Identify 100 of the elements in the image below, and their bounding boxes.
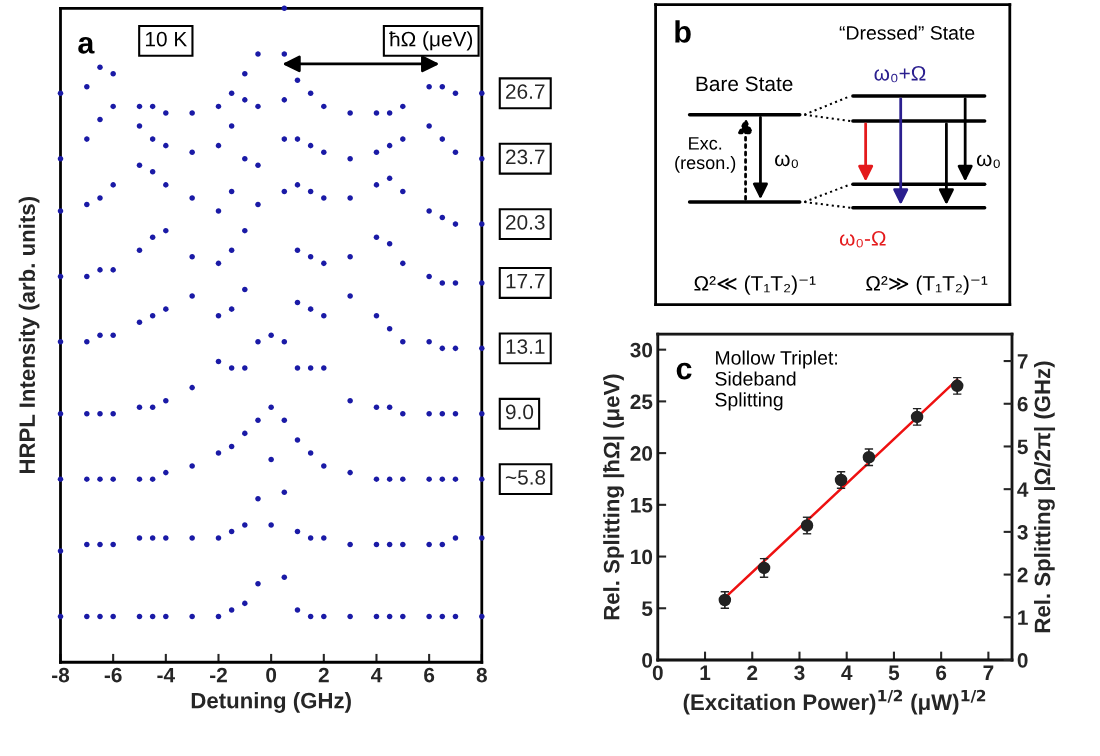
point	[189, 463, 195, 469]
point	[163, 142, 169, 149]
point	[426, 339, 432, 345]
point	[189, 110, 195, 116]
point	[97, 541, 103, 548]
point	[268, 404, 274, 410]
point	[452, 280, 459, 286]
y2-tick-label: 3	[1017, 524, 1028, 540]
y2-tick-label: 7	[1017, 354, 1028, 369]
point	[439, 84, 446, 90]
text: Ω²≫ (T₁T₂)⁻¹	[866, 275, 988, 295]
point	[479, 280, 485, 286]
point	[255, 162, 261, 169]
point	[452, 410, 459, 417]
annotation: ħΩ (μeV)	[389, 31, 473, 51]
point	[268, 456, 274, 463]
point	[97, 116, 103, 123]
point	[294, 182, 301, 188]
point	[439, 136, 446, 142]
point	[321, 535, 327, 541]
point	[255, 495, 261, 502]
point	[426, 410, 432, 417]
point	[373, 476, 380, 482]
point	[97, 476, 103, 482]
text: ω₀	[976, 154, 1000, 168]
point	[228, 443, 235, 450]
point	[281, 136, 288, 142]
point	[400, 136, 406, 142]
point	[321, 365, 327, 371]
point	[110, 332, 116, 339]
point	[189, 293, 195, 299]
point	[400, 613, 406, 620]
x-tick-label: 1	[700, 665, 711, 680]
point	[347, 469, 353, 476]
point	[228, 365, 235, 371]
point	[386, 541, 393, 548]
x-tick-label: 2	[318, 667, 329, 683]
point	[307, 254, 314, 260]
point	[84, 136, 90, 142]
point	[452, 221, 459, 227]
point	[97, 195, 103, 201]
series-label: 17.7	[506, 274, 545, 289]
point	[400, 541, 406, 548]
point	[215, 208, 222, 214]
point	[426, 613, 432, 620]
point	[373, 149, 380, 155]
point	[268, 332, 274, 339]
point	[386, 325, 393, 332]
text: Exc. (reson.)	[675, 137, 736, 173]
point	[57, 273, 64, 280]
point	[255, 417, 261, 424]
point	[149, 103, 156, 110]
text: b	[675, 20, 691, 43]
x-axis-title: Detuning (GHz)	[191, 692, 351, 713]
point	[110, 410, 116, 417]
point	[281, 51, 288, 57]
point	[307, 535, 314, 541]
point	[294, 77, 301, 84]
point	[294, 365, 301, 371]
point	[136, 319, 143, 325]
point	[426, 84, 432, 90]
point	[294, 607, 301, 613]
y2-axis-title: Rel. Splitting |Ω/2π| (GHz)	[1034, 361, 1056, 633]
text: ω₀+Ω	[874, 65, 926, 83]
point	[97, 64, 103, 70]
series-label: 23.7	[506, 149, 545, 165]
x-tick-label: 2	[747, 665, 758, 680]
point	[400, 339, 406, 345]
series-label: 20.3	[506, 214, 545, 230]
point	[136, 535, 143, 541]
point	[84, 84, 90, 90]
point	[373, 404, 380, 410]
y-tick-label: 25	[630, 394, 653, 410]
point	[57, 410, 64, 417]
point	[84, 541, 90, 548]
point	[136, 247, 143, 254]
y2-tick-label: 4	[1017, 482, 1029, 497]
point	[215, 142, 222, 149]
point	[439, 280, 446, 286]
point	[215, 535, 222, 541]
y-axis-title: Rel. Splitting |ħΩ| (μeV)	[603, 374, 625, 620]
point	[110, 103, 116, 110]
point	[426, 541, 432, 548]
point	[400, 410, 406, 417]
point	[347, 195, 353, 201]
point	[149, 169, 156, 175]
point	[439, 345, 446, 352]
y2-tick-label: 5	[1017, 439, 1028, 455]
point	[307, 306, 314, 312]
point	[307, 188, 314, 195]
point	[400, 103, 406, 110]
x-tick-label: -8	[52, 667, 70, 683]
point	[242, 70, 248, 77]
point	[281, 97, 288, 103]
text: Bare State	[696, 76, 793, 92]
text: ω₀-Ω	[839, 230, 886, 248]
annotation: c	[676, 362, 692, 380]
point	[400, 260, 406, 267]
point	[189, 149, 195, 155]
point	[57, 90, 64, 97]
